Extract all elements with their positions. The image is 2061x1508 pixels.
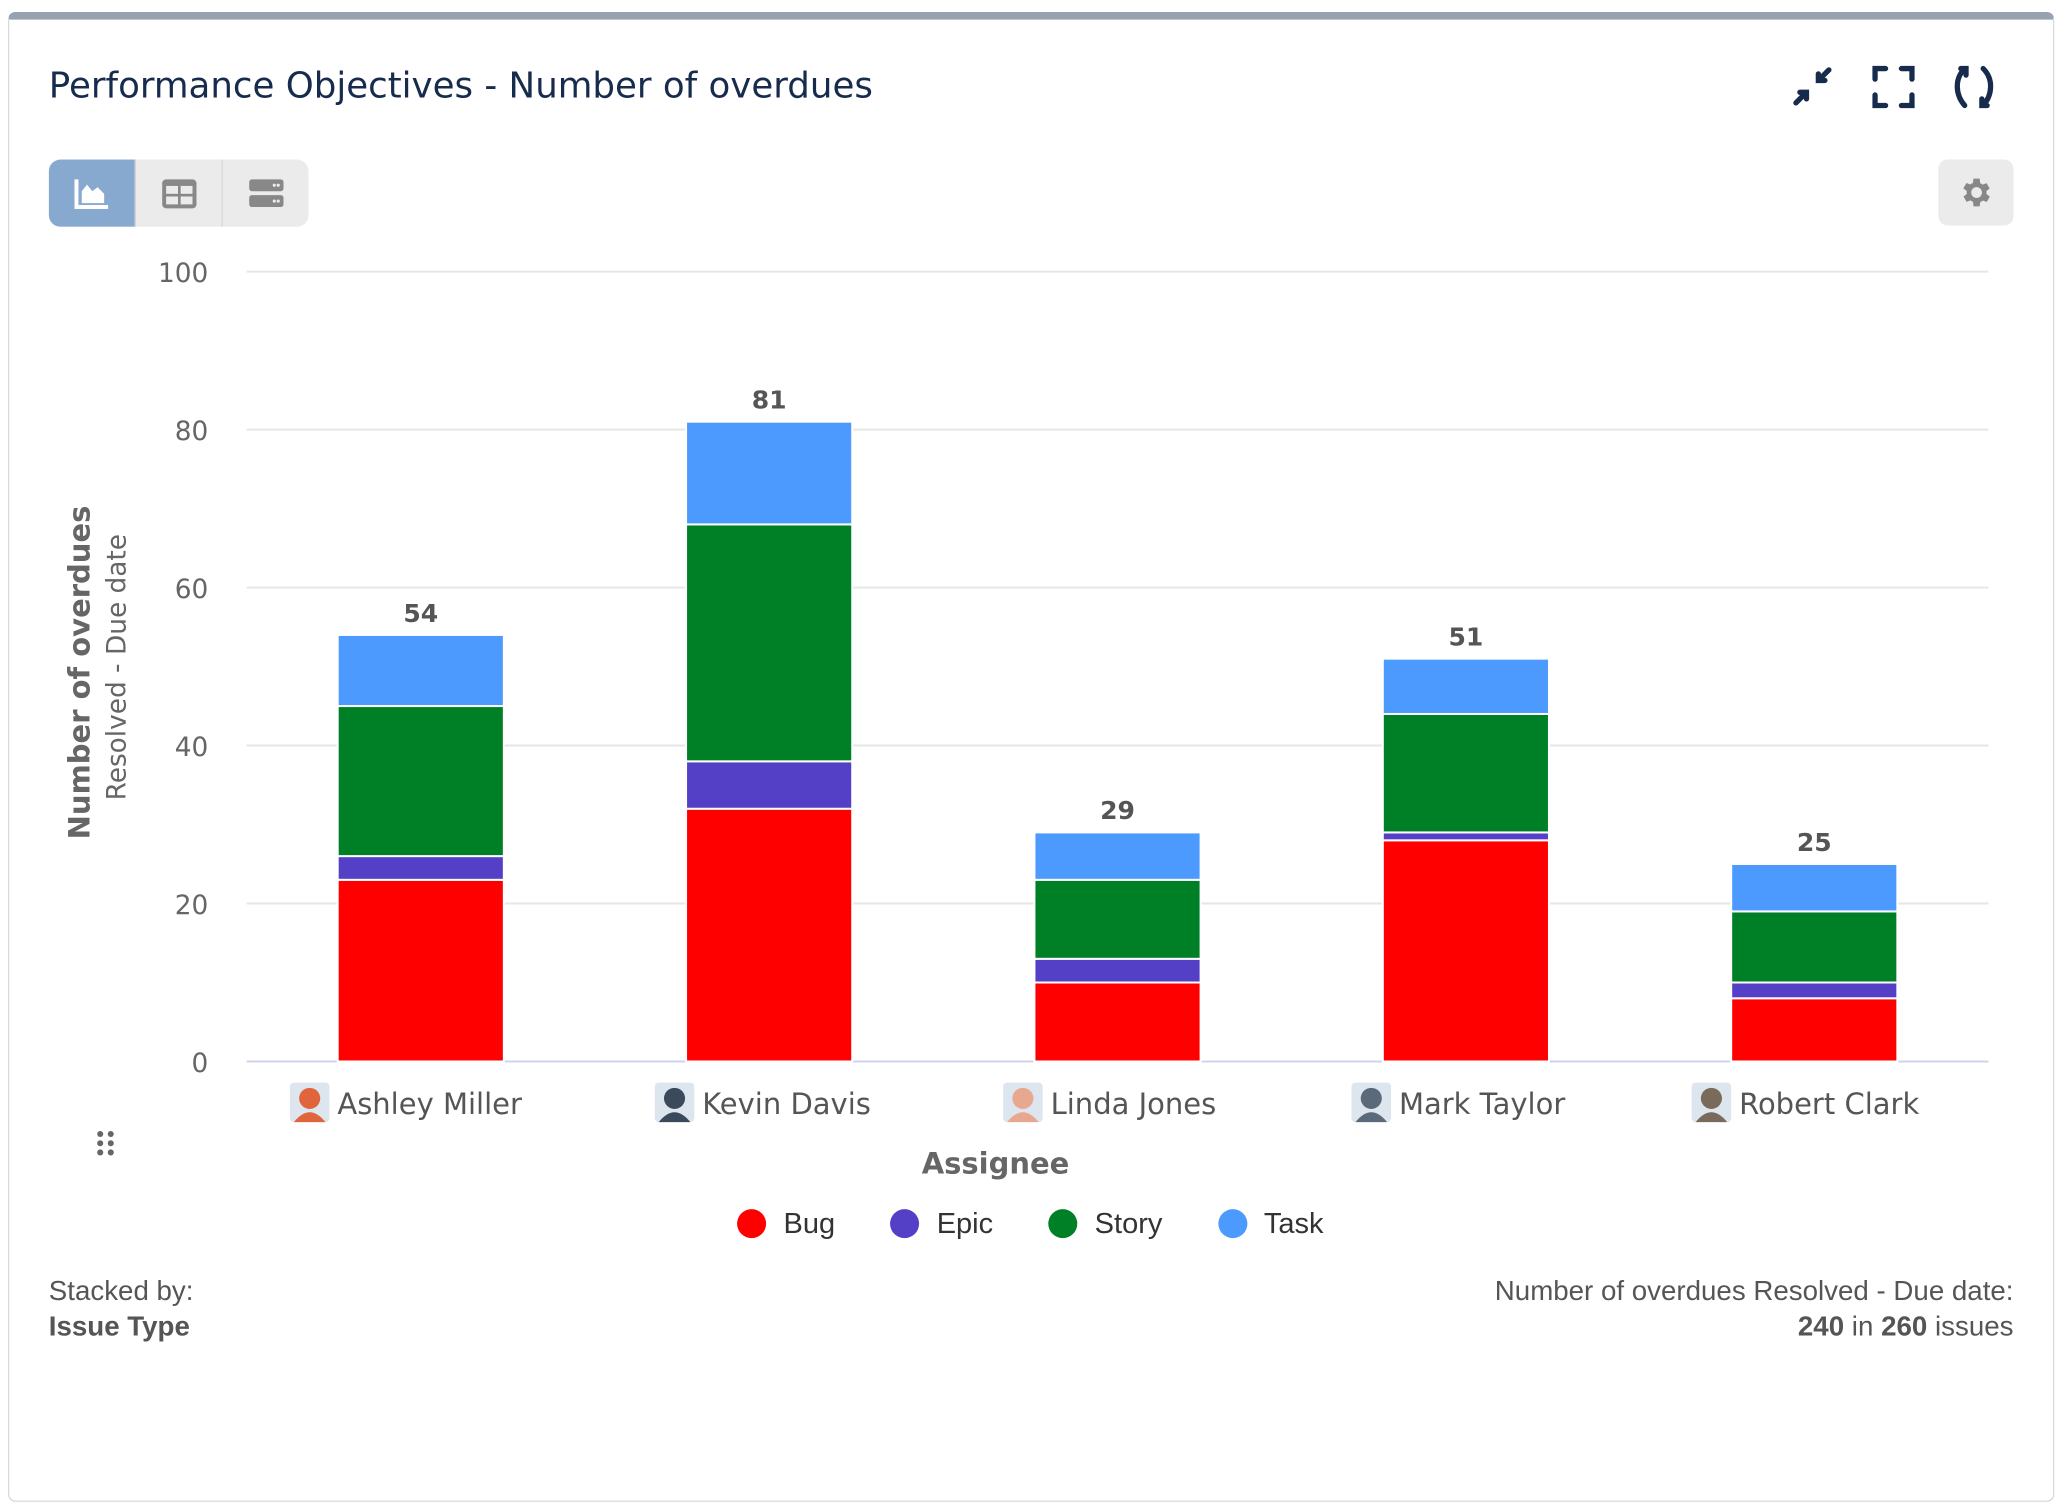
x-tick-linda-jones: Linda Jones bbox=[1003, 1082, 1217, 1123]
summary-label: Number of overdues Resolved - Due date: bbox=[1494, 1276, 2014, 1307]
summary-in: in bbox=[1851, 1312, 1874, 1343]
drag-handle-icon[interactable] bbox=[96, 1130, 114, 1163]
legend-item-story[interactable]: Story bbox=[1048, 1206, 1163, 1241]
bar-segment-bug[interactable] bbox=[336, 878, 505, 1063]
x-tick-ashley-miller: Ashley Miller bbox=[289, 1082, 522, 1123]
bar-segment-epic[interactable] bbox=[685, 760, 854, 810]
y-axis-title: Number of overdues bbox=[63, 506, 97, 840]
bar-segment-task[interactable] bbox=[1730, 863, 1899, 913]
gadget-title: Performance Objectives - Number of overd… bbox=[48, 65, 873, 107]
y-tick-label: 20 bbox=[175, 891, 209, 921]
legend-item-task[interactable]: Task bbox=[1217, 1206, 1324, 1241]
table-icon bbox=[161, 178, 196, 208]
chart-view-tab[interactable] bbox=[48, 159, 136, 227]
total-label: 54 bbox=[403, 599, 438, 628]
bar-segment-story[interactable] bbox=[1730, 910, 1899, 984]
bar-segment-story[interactable] bbox=[1033, 878, 1202, 960]
settings-button[interactable] bbox=[1938, 159, 2014, 226]
y-tick-label: 80 bbox=[175, 417, 209, 447]
legend-marker bbox=[737, 1209, 767, 1239]
x-tick-label: Ashley Miller bbox=[337, 1087, 522, 1121]
bar-segment-bug[interactable] bbox=[1033, 981, 1202, 1063]
x-tick-label: Kevin Davis bbox=[702, 1087, 871, 1121]
bar-segment-task[interactable] bbox=[1033, 831, 1202, 881]
bar-segment-epic[interactable] bbox=[1033, 957, 1202, 984]
total-label: 81 bbox=[752, 386, 787, 415]
bar-segment-epic[interactable] bbox=[336, 855, 505, 881]
x-tick-kevin-davis: Kevin Davis bbox=[654, 1082, 871, 1123]
legend-label: Bug bbox=[783, 1206, 836, 1240]
stacked-by-info: Stacked by: Issue Type bbox=[49, 1274, 194, 1345]
view-tabs bbox=[48, 159, 309, 227]
legend-item-bug[interactable]: Bug bbox=[737, 1207, 835, 1241]
y-tick-label: 100 bbox=[158, 259, 208, 289]
x-tick-label: Mark Taylor bbox=[1399, 1087, 1565, 1121]
summary-info: Number of overdues Resolved - Due date: … bbox=[1495, 1274, 2014, 1345]
bar-segment-task[interactable] bbox=[685, 420, 854, 526]
bar-segment-bug[interactable] bbox=[1730, 997, 1899, 1063]
legend-label: Task bbox=[1263, 1206, 1324, 1240]
list-view-tab[interactable] bbox=[223, 160, 309, 227]
total-label: 25 bbox=[1797, 828, 1832, 857]
bar-segment-story[interactable] bbox=[336, 705, 505, 858]
legend-label: Story bbox=[1094, 1206, 1163, 1240]
summary-total: 260 bbox=[1881, 1312, 1928, 1343]
y-tick-label: 40 bbox=[175, 733, 209, 763]
x-tick-mark-taylor: Mark Taylor bbox=[1351, 1082, 1565, 1123]
gear-icon bbox=[1962, 178, 1990, 207]
total-label: 29 bbox=[1100, 796, 1135, 825]
bar-segment-epic[interactable] bbox=[1381, 831, 1550, 842]
total-label: 51 bbox=[1448, 622, 1483, 651]
summary-count: 240 bbox=[1797, 1312, 1845, 1343]
stacked-bar-chart: 0 20 40 60 80 100 54 Ashley Miller 81 Kevin Davis… bbox=[63, 259, 1989, 1181]
x-tick-label: Linda Jones bbox=[1051, 1087, 1217, 1121]
x-axis-title: Assignee bbox=[922, 1147, 1070, 1181]
bar-segment-bug[interactable] bbox=[685, 807, 854, 1063]
stacked-by-value: Issue Type bbox=[48, 1312, 190, 1343]
bar-segment-task[interactable] bbox=[1381, 657, 1550, 715]
x-tick-label: Robert Clark bbox=[1739, 1087, 1919, 1121]
bar-segment-task[interactable] bbox=[336, 633, 505, 708]
bar-segment-story[interactable] bbox=[685, 523, 854, 763]
legend-item-epic[interactable]: Epic bbox=[890, 1206, 994, 1241]
fullscreen-icon[interactable] bbox=[1870, 63, 1917, 110]
y-axis-subtitle: Resolved - Due date bbox=[102, 534, 132, 800]
refresh-icon[interactable] bbox=[1950, 63, 1997, 110]
list-icon bbox=[248, 178, 283, 207]
table-view-tab[interactable] bbox=[136, 159, 223, 227]
legend-label: Epic bbox=[936, 1206, 994, 1240]
bar-segment-epic[interactable] bbox=[1730, 981, 1899, 1000]
chart-icon bbox=[73, 178, 108, 209]
chart-legend: Bug Epic Story Task bbox=[0, 1207, 2061, 1241]
stacked-by-label: Stacked by: bbox=[48, 1276, 194, 1307]
legend-marker bbox=[1048, 1209, 1078, 1239]
bar-segment-story[interactable] bbox=[1381, 712, 1550, 834]
x-tick-robert-clark: Robert Clark bbox=[1691, 1082, 1919, 1123]
bar-segment-bug[interactable] bbox=[1381, 839, 1550, 1063]
y-tick-label: 0 bbox=[192, 1049, 209, 1079]
legend-marker bbox=[1217, 1209, 1247, 1239]
summary-issues: issues bbox=[1935, 1312, 2014, 1343]
legend-marker bbox=[890, 1209, 920, 1239]
minimize-icon[interactable] bbox=[1789, 63, 1836, 110]
y-tick-label: 60 bbox=[175, 575, 209, 605]
